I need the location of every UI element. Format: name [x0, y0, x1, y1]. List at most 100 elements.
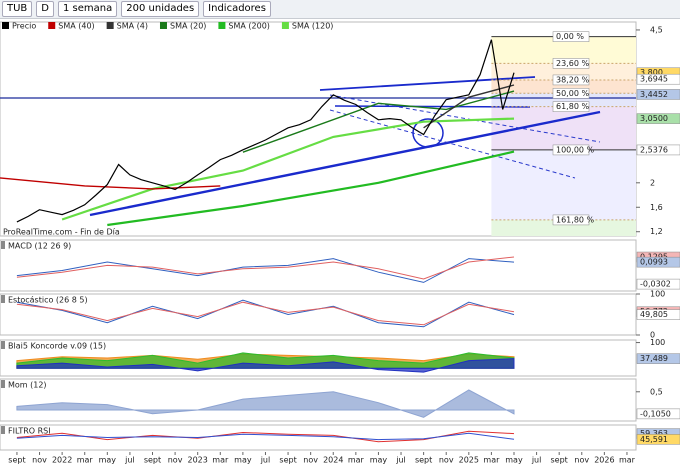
fib-label-box — [552, 214, 590, 226]
x-tick-label: 2024 — [323, 456, 343, 465]
fib-label-box — [552, 31, 590, 42]
fib-label-box — [552, 58, 590, 69]
indicator-area — [16, 389, 515, 418]
x-tick-label: nov — [168, 456, 183, 465]
panel-title: FILTRO RSI — [8, 427, 51, 436]
x-tick-label: nov — [32, 456, 47, 465]
fib-label-box — [552, 101, 590, 112]
drawings — [0, 76, 636, 217]
fib-label-box — [552, 88, 590, 99]
fib-label-box — [552, 74, 590, 86]
period-select[interactable]: 1 semana — [58, 1, 118, 17]
trendline — [89, 110, 601, 217]
panel-title-box — [1, 380, 5, 388]
panel-area — [0, 239, 637, 292]
value-tag-label: 3,800 — [640, 68, 663, 77]
value-tag-label: 3,6945 — [640, 75, 668, 84]
y-tick-label: 1,6 — [650, 203, 663, 212]
highlight-circle — [412, 118, 444, 148]
x-tick-label: nov — [574, 456, 589, 465]
indicator-line — [16, 258, 515, 283]
panel-title: Estocástico (26 8 5) — [8, 296, 88, 305]
y-tick-label: 2 — [650, 178, 655, 187]
series-line — [16, 39, 515, 223]
x-tick-label: sept — [144, 456, 161, 465]
panel-title-box — [1, 241, 5, 249]
legend-label: SMA (40) — [58, 22, 94, 31]
value-tag — [636, 144, 680, 156]
panel-title: Blai5 Koncorde v.09 (15) — [8, 342, 106, 351]
x-tick-label: sept — [551, 456, 568, 465]
x-tick-label: may — [99, 456, 117, 465]
mode-button[interactable]: D — [36, 1, 54, 17]
fib-label: 100,00 % — [556, 145, 595, 154]
channel-line — [329, 94, 601, 143]
y-tick-label: 100 — [650, 338, 665, 347]
x-tick-label: may — [505, 456, 523, 465]
indicator-area — [16, 358, 515, 373]
x-tick-label: may — [370, 456, 388, 465]
channel-line — [329, 109, 576, 179]
value-tag-label: -0,1050 — [640, 409, 671, 418]
indicator-line — [16, 256, 515, 280]
x-tick-label: jul — [124, 456, 135, 465]
fib-label: 161,80 % — [556, 215, 595, 224]
x-tick-label: jul — [395, 456, 406, 465]
x-tick-label: jul — [260, 456, 271, 465]
x-tick-label: nov — [439, 456, 454, 465]
symbol-button[interactable]: TUB — [2, 1, 33, 17]
panel-title: MACD (12 26 9) — [8, 242, 71, 251]
value-tag-label: 37,489 — [640, 354, 668, 363]
fib-zone — [491, 93, 636, 107]
value-tag-label: 45,591 — [640, 435, 668, 444]
indicators-button[interactable]: Indicadores — [203, 1, 271, 17]
x-tick-label: may — [234, 456, 252, 465]
fib-label: 38,20 % — [556, 75, 589, 84]
y-tick-label: 4,5 — [650, 25, 663, 34]
x-tick-label: jul — [531, 456, 542, 465]
y-tick-label: 1,2 — [650, 227, 663, 236]
value-tag-label: 3,4452 — [640, 90, 668, 99]
legend-label: SMA (20) — [170, 22, 206, 31]
fib-zone — [491, 63, 636, 80]
trendline — [334, 105, 531, 108]
value-tag — [636, 353, 680, 364]
toolbar: TUB D 1 semana 200 unidades Indicadores — [0, 0, 680, 19]
below-zone — [491, 219, 636, 236]
value-tag — [636, 113, 680, 124]
series-line — [0, 177, 221, 190]
source-label: ProRealTime.com - Fin de Día — [3, 228, 120, 237]
panel-title: Mom (12) — [8, 381, 47, 390]
value-tag-label: -0,0302 — [640, 280, 671, 289]
panel-title-box — [1, 341, 5, 349]
value-tag-label: 0,0993 — [640, 258, 668, 267]
legend-label: Precio — [12, 22, 36, 31]
y-tick-label: 0 — [650, 331, 655, 340]
legend-swatch — [281, 22, 289, 29]
units-select[interactable]: 200 unidades — [121, 1, 200, 17]
fib-zone — [491, 79, 636, 94]
series-line — [242, 90, 515, 153]
fib-label: 61,80 % — [556, 102, 589, 111]
value-tag — [636, 309, 680, 320]
value-tag — [636, 278, 680, 290]
value-tag — [636, 256, 680, 268]
x-tick-label: mar — [212, 456, 229, 465]
y-tick-label: 0,5 — [650, 387, 663, 396]
fib-label: 50,00 % — [556, 89, 589, 98]
value-tag — [636, 434, 680, 445]
value-tag-label: 59,363 — [640, 429, 668, 438]
panel-title-box — [1, 295, 5, 303]
panel-title-box — [1, 426, 5, 434]
y-tick-label: 100 — [650, 290, 665, 299]
x-tick-label: 2023 — [188, 456, 208, 465]
value-tag — [636, 408, 680, 420]
value-tag — [636, 73, 680, 85]
value-tag-label: 3,0500 — [640, 114, 668, 123]
series-line — [107, 150, 515, 227]
legend-label: SMA (200) — [228, 22, 270, 31]
legend-swatch — [159, 22, 167, 29]
legend-swatch — [48, 22, 56, 29]
value-tag — [636, 89, 680, 100]
